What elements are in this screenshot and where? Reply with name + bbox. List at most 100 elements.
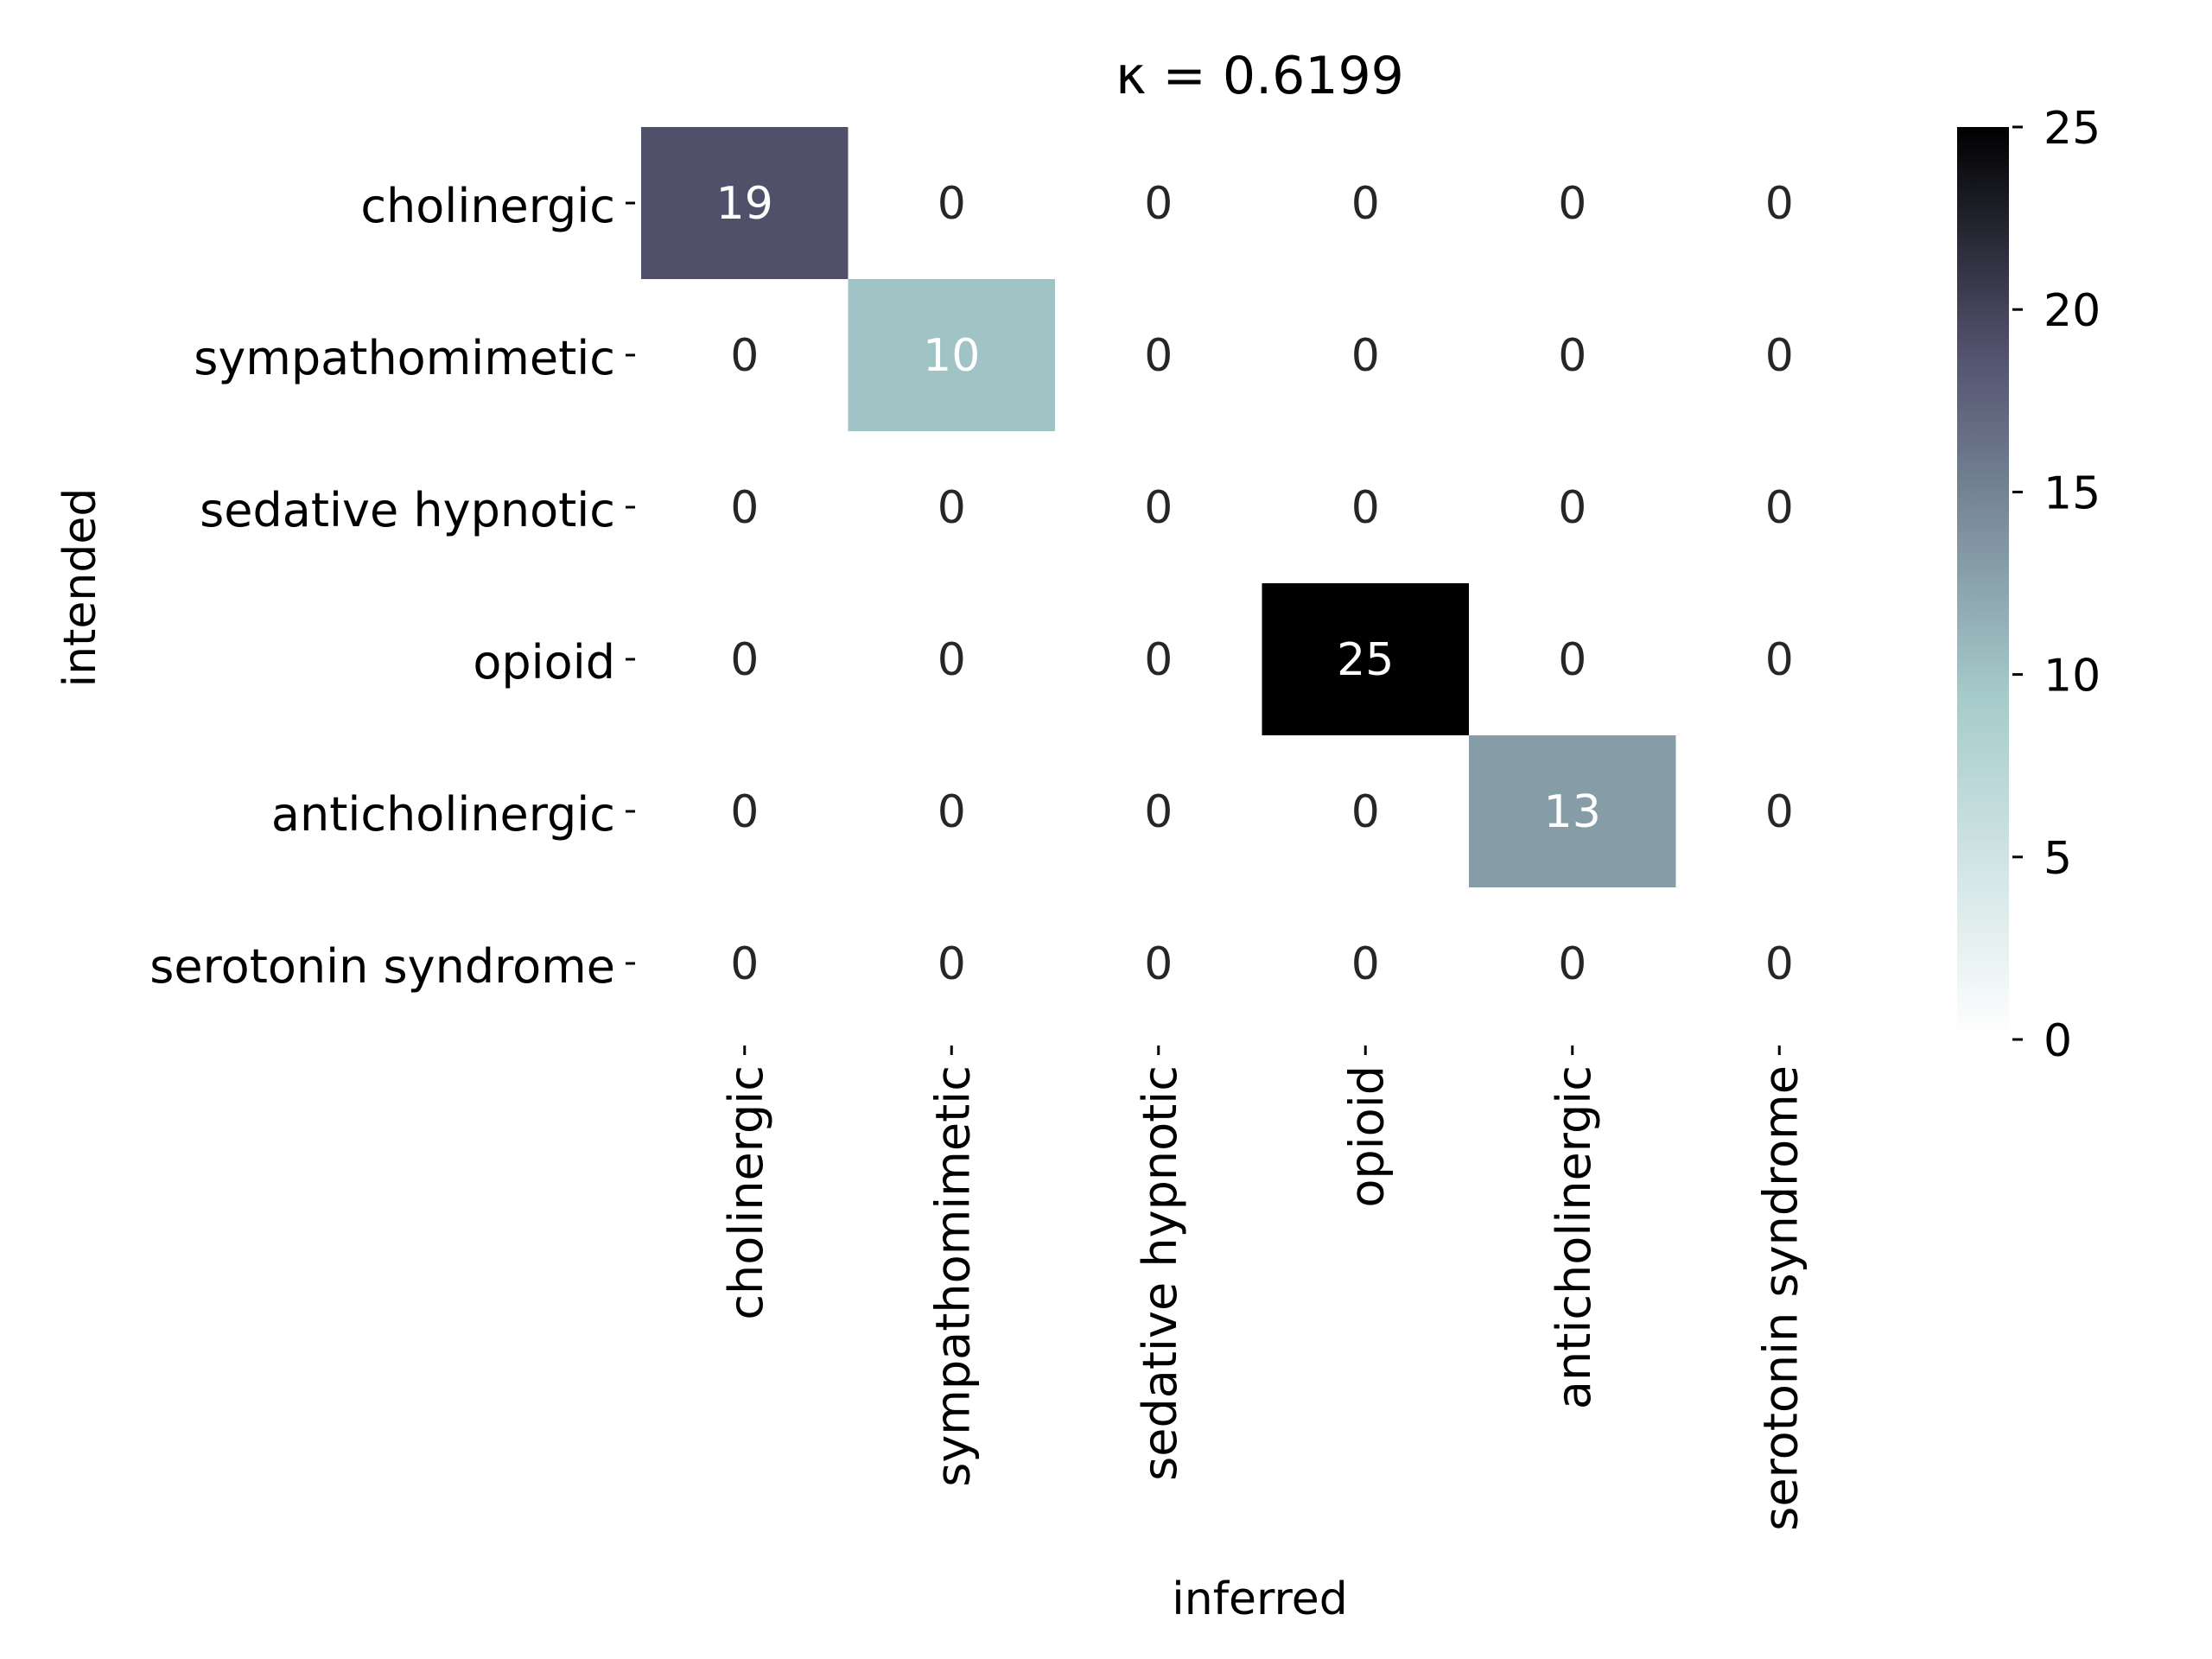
heatmap-cell (1262, 887, 1470, 1040)
heatmap-cell (1675, 127, 1884, 280)
heatmap-cell (1469, 279, 1677, 432)
x-tick-label: opioid (1339, 1065, 1394, 1208)
cell-value-label: 0 (938, 786, 966, 838)
cell-value-label: 0 (938, 482, 966, 534)
cell-value-label: 0 (1144, 938, 1173, 990)
cell-value-label: 0 (1144, 786, 1173, 838)
heatmap-cell (1055, 887, 1263, 1040)
heatmap-cell (848, 583, 1056, 736)
colorbar-gradient (1957, 127, 2009, 1039)
x-tick-label: sedative hypnotic (1133, 1065, 1187, 1481)
x-tick-label: anticholinergic (1547, 1065, 1601, 1409)
heatmap-cell (1262, 735, 1470, 888)
y-tick-label: sympathomimetic (194, 331, 615, 385)
cell-value-label: 19 (716, 178, 773, 230)
x-tick-label: sympathomimetic (925, 1065, 980, 1487)
heatmap-cell (1262, 279, 1470, 432)
heatmap-cell (1675, 887, 1884, 1040)
heatmap-cell (1262, 431, 1470, 584)
colorbar-ticks: 0 5 10 15 20 25 (2012, 103, 2101, 1067)
x-tick-label: cholinergic (719, 1065, 773, 1320)
heatmap-cell (1469, 431, 1677, 584)
cell-value-label: 0 (730, 786, 759, 838)
cell-value-label: 0 (1558, 938, 1586, 990)
cell-value-label: 0 (730, 330, 759, 382)
cell-value-label: 0 (1765, 330, 1794, 382)
y-tick-label: cholinergic (360, 179, 615, 233)
cell-value-label: 0 (1765, 178, 1794, 230)
colorbar: 0 5 10 15 20 25 (1957, 103, 2101, 1067)
heatmap-cell (1469, 127, 1677, 280)
heatmap-cell (641, 887, 849, 1040)
cell-value-label: 0 (730, 634, 759, 686)
cell-value-label: 0 (1144, 178, 1173, 230)
heatmap-cell (1055, 279, 1263, 432)
y-tick-label: opioid (473, 635, 615, 690)
x-axis-label: inferred (1172, 1573, 1347, 1625)
cell-value-label: 0 (730, 938, 759, 990)
heatmap-cell (641, 735, 849, 888)
colorbar-tick-label: 15 (2044, 467, 2101, 519)
cell-value-label: 0 (1765, 634, 1794, 686)
heatmap-cell (1055, 431, 1263, 584)
cell-value-label: 0 (730, 482, 759, 534)
cell-value-label: 0 (1144, 634, 1173, 686)
cell-value-label: 0 (1351, 786, 1380, 838)
heatmap-cell (641, 431, 849, 584)
cell-value-label: 0 (1351, 330, 1380, 382)
heatmap-cell (1262, 127, 1470, 280)
heatmap-cell (641, 127, 849, 280)
x-axis-ticks: cholinergic sympathomimetic sedative hypno… (719, 1046, 1808, 1531)
cell-value-label: 0 (1144, 330, 1173, 382)
colorbar-tick-label: 0 (2044, 1015, 2072, 1067)
cell-value-label: 0 (1765, 482, 1794, 534)
cell-value-label: 0 (1558, 634, 1586, 686)
heatmap-cell (848, 279, 1056, 432)
y-axis-label: intended (54, 488, 106, 688)
heatmap-cell (1055, 735, 1263, 888)
colorbar-tick-label: 25 (2044, 103, 2101, 155)
heatmap-cell (1675, 431, 1884, 584)
cell-value-label: 0 (1765, 938, 1794, 990)
cell-value-label: 0 (1558, 482, 1586, 534)
cell-value-label: 0 (1765, 786, 1794, 838)
heatmap-cell (641, 279, 849, 432)
heatmap-cell (848, 887, 1056, 1040)
y-tick-label: serotonin syndrome (149, 939, 615, 994)
heatmap-cell (1469, 735, 1677, 888)
heatmap-cell (1675, 735, 1884, 888)
heatmap-cell (1675, 583, 1884, 736)
cell-value-label: 0 (1144, 482, 1173, 534)
colorbar-tick-label: 20 (2044, 285, 2101, 337)
heatmap-cells: 19 0 0 0 0 0 0 10 0 0 0 0 0 0 0 0 0 0 0 0 0 25 0 0 0 0 0 0 13 0 0 0 0 0 0 0 (641, 127, 1884, 1040)
y-tick-label: sedative hypnotic (200, 483, 615, 537)
cell-value-label: 10 (923, 330, 980, 382)
cell-value-label: 13 (1544, 786, 1601, 838)
heatmap-cell (1469, 583, 1677, 736)
colorbar-tick-label: 10 (2044, 651, 2101, 702)
cell-value-label: 0 (938, 634, 966, 686)
heatmap-cell (848, 127, 1056, 280)
cell-value-label: 0 (938, 938, 966, 990)
cell-value-label: 0 (1351, 482, 1380, 534)
x-tick-label: serotonin syndrome (1753, 1065, 1808, 1531)
heatmap-cell (641, 583, 849, 736)
heatmap-cell (848, 431, 1056, 584)
heatmap-cell (1055, 583, 1263, 736)
cell-value-label: 25 (1337, 634, 1394, 686)
cell-value-label: 0 (1558, 330, 1586, 382)
heatmap-cell (848, 735, 1056, 888)
heatmap-cell (1055, 127, 1263, 280)
chart-title: κ = 0.6199 (1116, 46, 1404, 106)
colorbar-tick-label: 5 (2044, 833, 2072, 885)
cell-value-label: 0 (1558, 178, 1586, 230)
cell-value-label: 0 (1351, 178, 1380, 230)
heatmap-cell (1675, 279, 1884, 432)
y-axis-ticks: cholinergic sympathomimetic sedative hypno… (149, 179, 635, 994)
cell-value-label: 0 (938, 178, 966, 230)
heatmap-cell (1262, 583, 1470, 736)
cell-value-label: 0 (1351, 938, 1380, 990)
y-tick-label: anticholinergic (271, 787, 615, 842)
